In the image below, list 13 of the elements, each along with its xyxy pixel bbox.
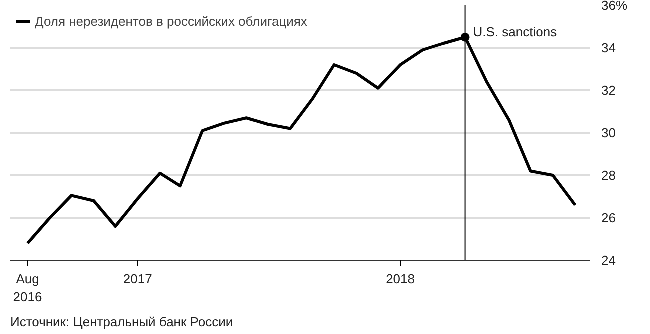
x-tick-label: 2017 (123, 272, 152, 286)
y-tick-label: 28 (602, 168, 616, 183)
text: Источник: Центральный банк России (10, 314, 234, 330)
y-tick-label: 26 (602, 210, 616, 226)
y-tick-label: 36% (602, 0, 628, 13)
annotation: U.S. sanctions (473, 24, 558, 40)
x-tick-label: Aug 2016 (13, 272, 42, 304)
y-tick-label: 32 (602, 83, 616, 98)
y-tick-label: 30 (602, 126, 616, 140)
legend-label: Доля нерезидентов в российских облигациях (35, 14, 308, 28)
y-tick-label: 34 (602, 40, 616, 56)
x-tick-label: 2018 (386, 272, 415, 286)
y-tick-label: 24 (602, 253, 616, 268)
